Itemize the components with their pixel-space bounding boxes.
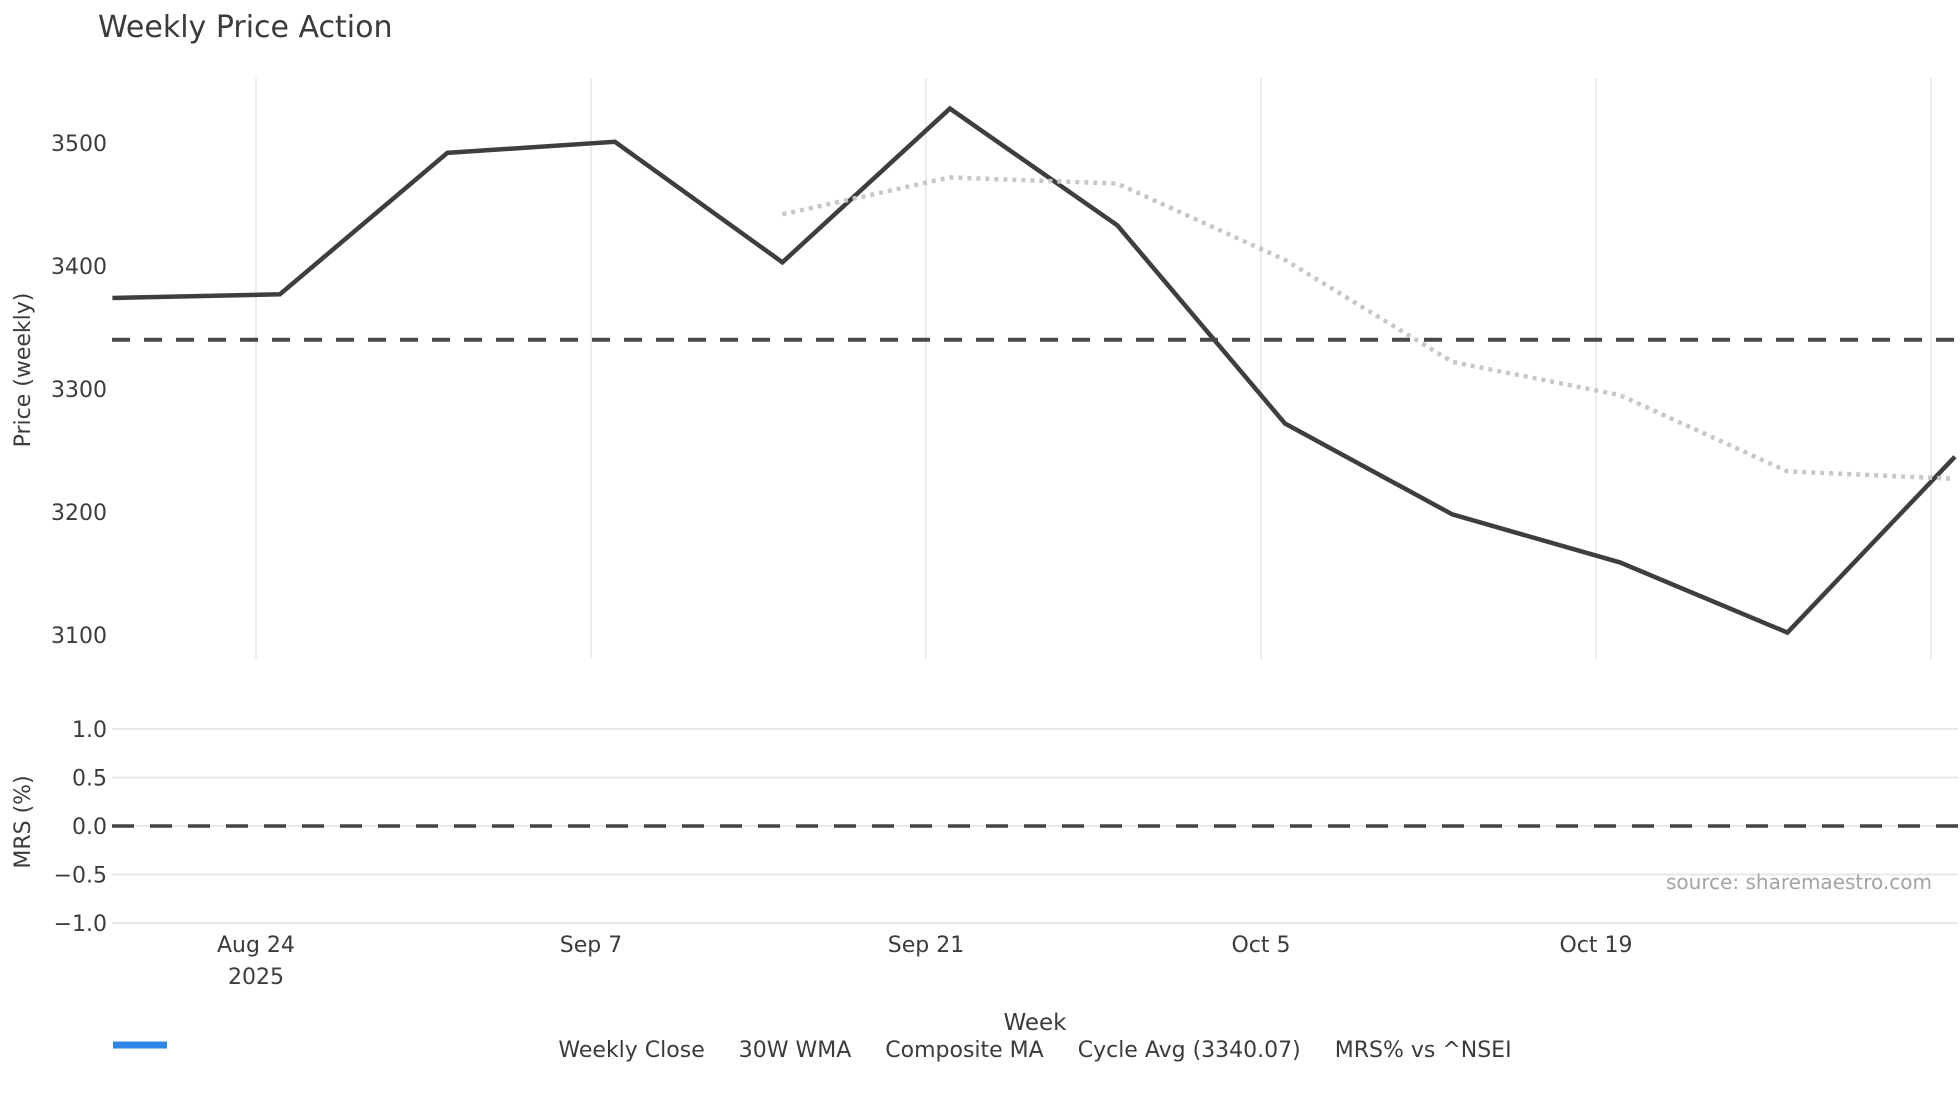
legend-item-cycle-avg[interactable]: Cycle Avg (3340.07) [113,1038,1301,1063]
series-layer [112,105,1958,828]
legend-item-label: MRS% vs ^NSEI [1334,1038,1512,1063]
weekly-close-line [112,105,1957,636]
legend-item-label: Weekly Close [558,1038,705,1063]
x-tick-label: Oct 19 [1559,933,1632,958]
legend-item-label: Composite MA [885,1038,1044,1063]
x-tick-label: Aug 24 [217,933,295,958]
mrs-tick-label: 1.0 [72,718,107,743]
chart-title: Weekly Price Action [98,10,393,45]
source-credit: source: sharemaestro.com [1666,870,1932,894]
x-tick-label: Sep 7 [560,933,622,958]
x-tick-label: Sep 21 [888,933,964,958]
x-axis-title: Week [1003,1010,1067,1036]
x-tick-label: Oct 5 [1231,933,1290,958]
mrs-tick-label: −1.0 [54,912,107,937]
legend-item-composite-ma[interactable]: Composite MA [113,1038,1044,1063]
composite-ma-line [781,175,1956,482]
mrs-tick-label: −0.5 [54,864,107,889]
price-tick-label: 3300 [51,378,107,403]
mrs-tick-label: 0.0 [72,815,107,840]
mrs-tick-label: 0.5 [72,767,107,792]
price-tick-label: 3500 [51,132,107,157]
mrs-swatch-icon [113,1041,167,1049]
price-tick-label: 3200 [51,501,107,526]
price-axis-title: Price (weekly) [11,293,36,448]
x-tick-sublabel: 2025 [228,965,284,990]
legend: Weekly Close 30W WMA Composite MA Cycle … [112,1038,1958,1063]
mrs-axis-title: MRS (%) [11,775,36,868]
legend-item-label: Cycle Avg (3340.07) [1077,1038,1301,1063]
price-tick-label: 3100 [51,624,107,649]
legend-item-30w-wma[interactable]: 30W WMA [113,1038,852,1063]
legend-item-weekly-close[interactable]: Weekly Close [113,1038,705,1063]
price-tick-label: 3400 [51,255,107,280]
legend-item-mrs[interactable]: MRS% vs ^NSEI [113,1038,1512,1063]
tick-labels-layer: 3500 3400 3300 3200 3100 1.0 0.5 0.0 −0.5 −1.0 Aug… [51,132,1633,990]
legend-item-label: 30W WMA [738,1038,852,1063]
